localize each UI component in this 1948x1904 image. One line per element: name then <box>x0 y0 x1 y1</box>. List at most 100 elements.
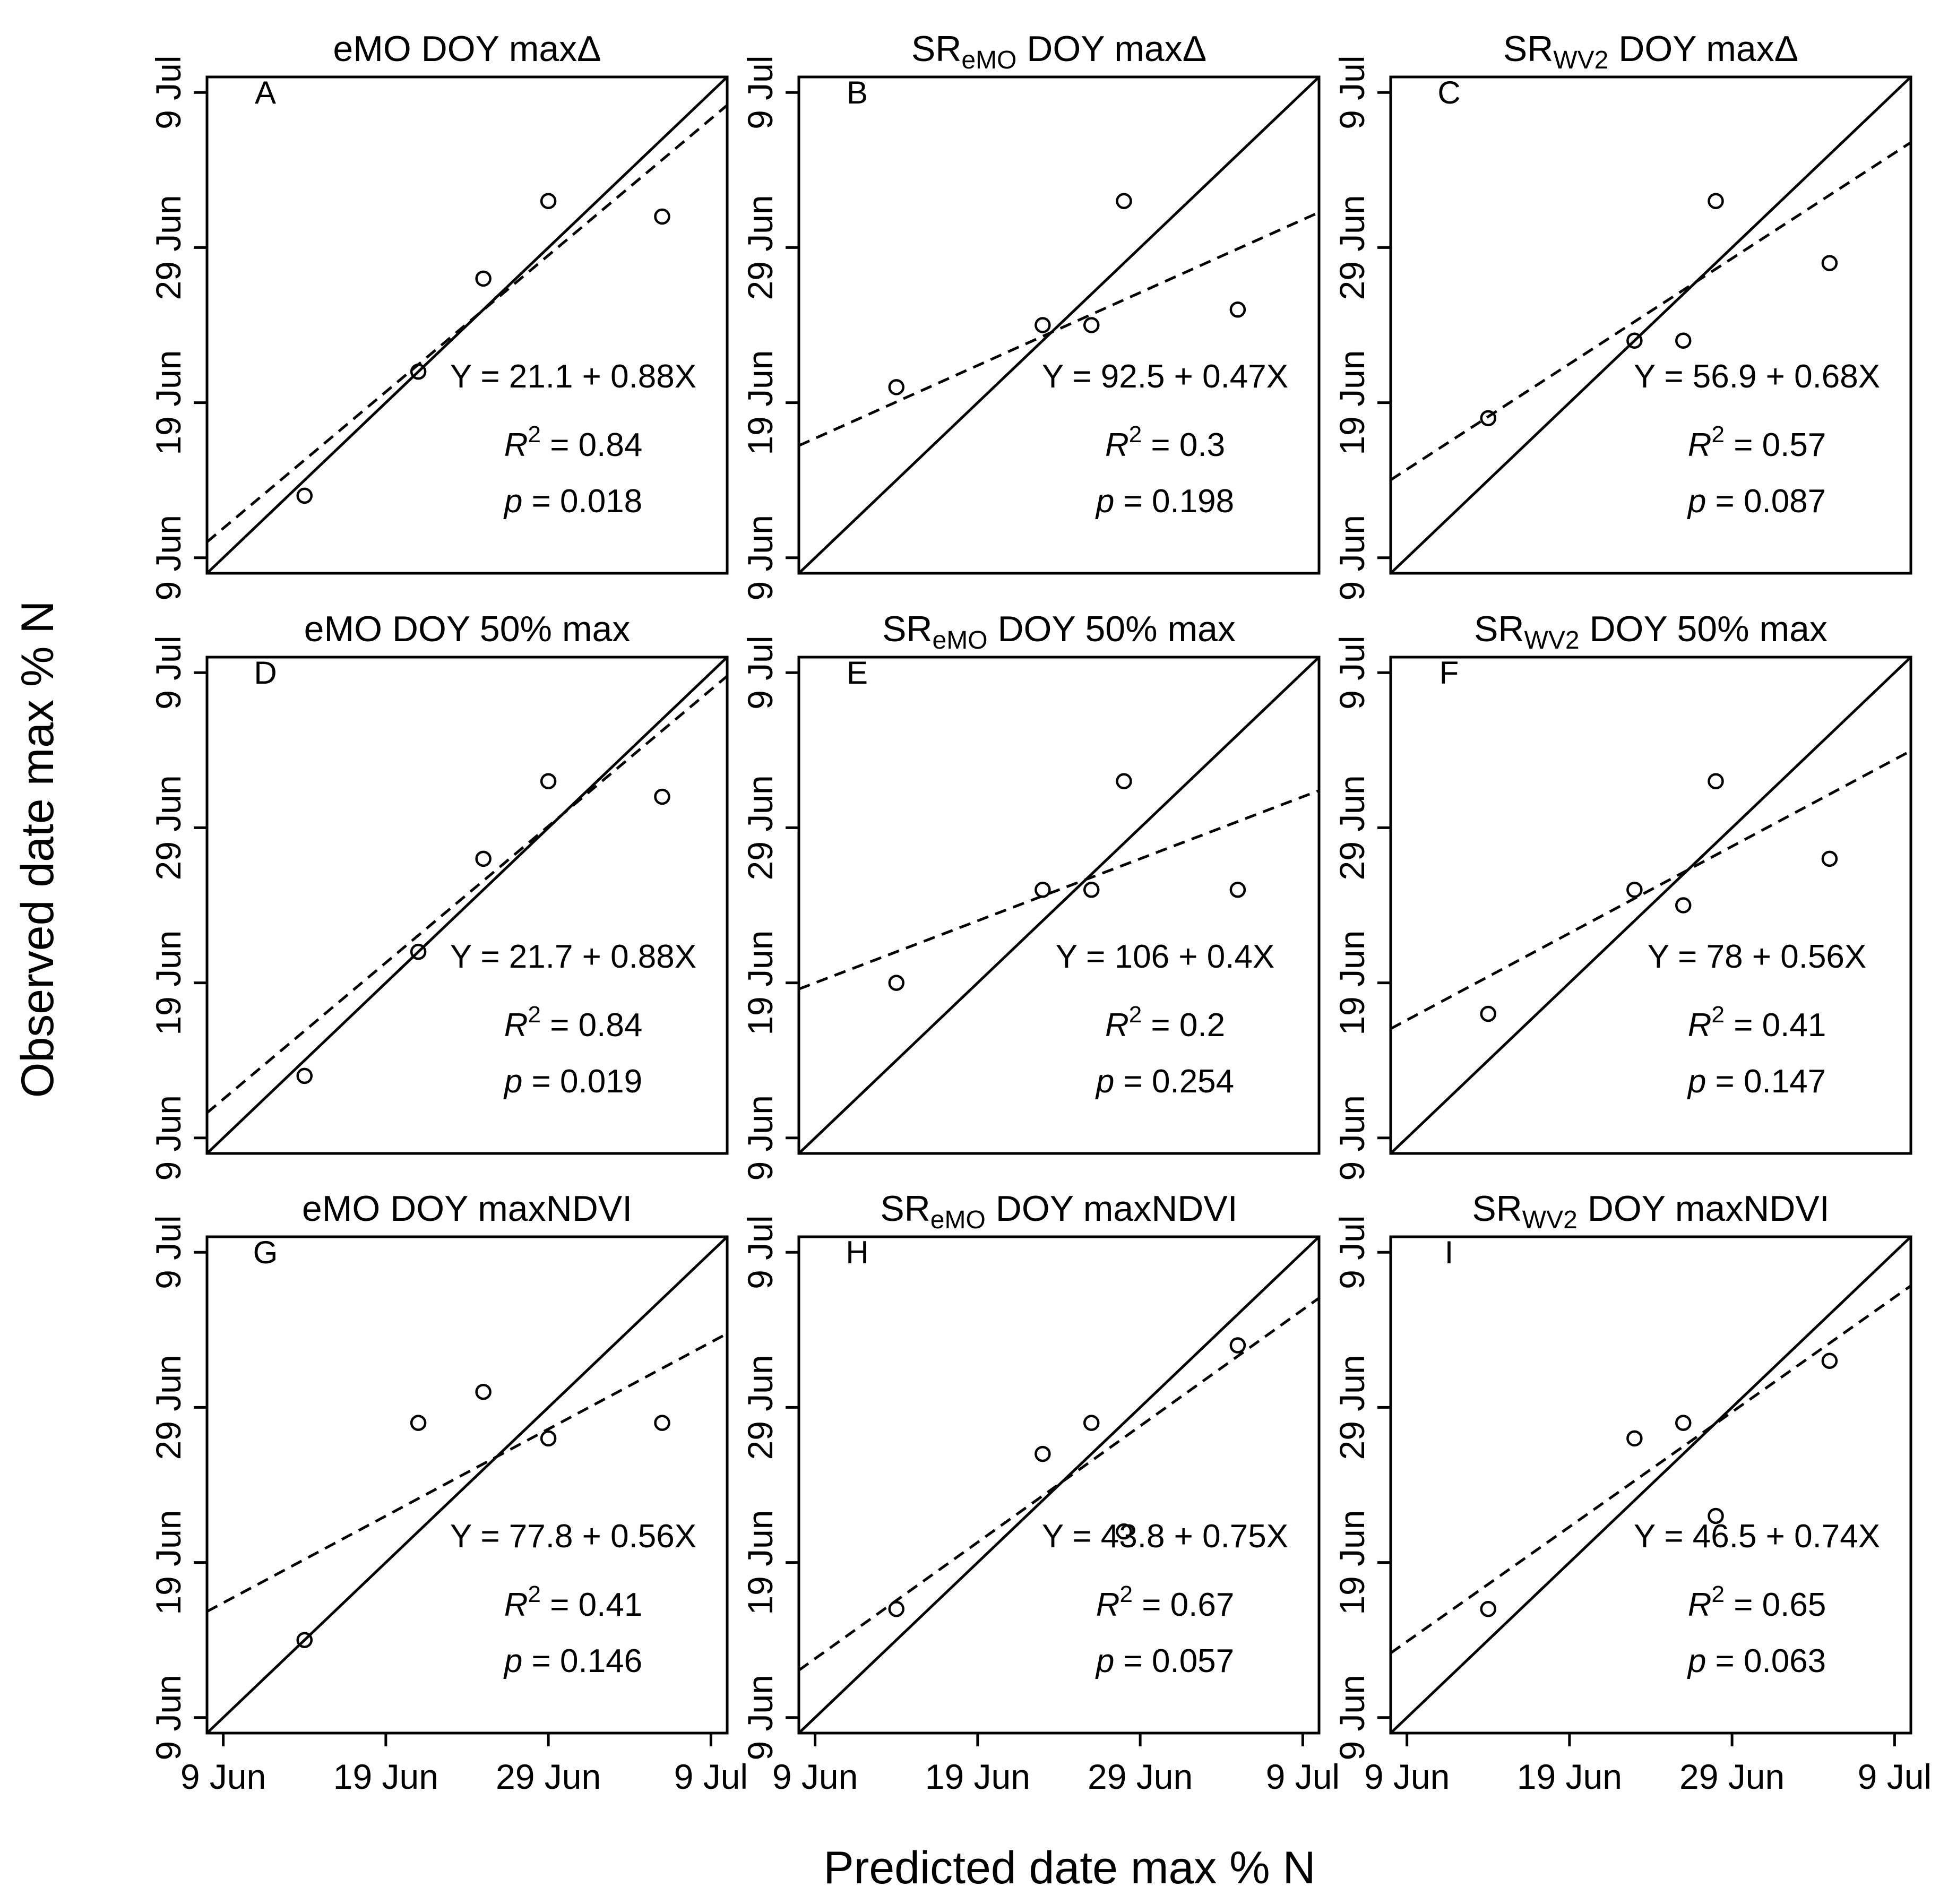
panel-title-rest: DOY maxΔ <box>411 29 601 69</box>
r-squared: R2 = 0.41 <box>1688 1002 1826 1044</box>
panel-title-rest: DOY maxNDVI <box>1578 1188 1830 1229</box>
r-squared-exponent: 2 <box>1129 421 1142 447</box>
p-value: p = 0.147 <box>1687 1063 1826 1100</box>
regression-line <box>798 1297 1320 1672</box>
panel-title-rest: DOY maxNDVI <box>380 1188 632 1229</box>
y-tick-label: 19 Jun <box>1332 1510 1372 1615</box>
panel-letter: D <box>254 655 277 691</box>
regression-line <box>1390 141 1912 481</box>
data-point <box>296 487 313 504</box>
y-tick-label: 9 Jul <box>149 56 188 130</box>
y-tick-label: 19 Jun <box>1332 350 1372 455</box>
regression-equation: Y = 106 + 0.4X <box>1056 938 1275 975</box>
panel-title: SReMO DOY 50% max <box>882 609 1236 654</box>
identity-line <box>798 1236 1320 1734</box>
data-point <box>1035 1445 1051 1462</box>
panel-title: SRWV2 DOY maxΔ <box>1503 29 1798 74</box>
panel-title-main: SR <box>880 1188 930 1229</box>
x-tick-label: 9 Jun <box>1364 1757 1450 1796</box>
data-point <box>1116 773 1132 789</box>
x-tick-label: 19 Jun <box>925 1757 1030 1796</box>
r-squared-exponent: 2 <box>528 1002 540 1028</box>
data-point <box>1821 255 1838 271</box>
panel-title-main: SR <box>1474 609 1524 649</box>
p-value: p = 0.063 <box>1687 1643 1826 1679</box>
y-tick-label: 9 Jun <box>1332 515 1372 600</box>
regression-line <box>798 789 1320 990</box>
panel-e: SReMO DOY 50% max E 9 Jun 19 Jun 29 Jun 9 Jul… <box>740 609 1321 1181</box>
r-squared-exponent: 2 <box>528 421 540 447</box>
panel-title-subscript: WV2 <box>1524 626 1580 654</box>
y-tick-label: 9 Jun <box>149 1095 188 1181</box>
data-point <box>1626 882 1643 898</box>
data-point <box>475 1383 492 1400</box>
panel-title-main: eMO <box>304 609 382 649</box>
panel-b: SReMO DOY maxΔ B 9 Jun 19 Jun 29 Jun 9 Jul Y =… <box>740 29 1321 601</box>
regression-equation: Y = 77.8 + 0.56X <box>450 1518 696 1555</box>
panel-d: eMO DOY 50% max D 9 Jun 19 Jun 29 Jun 9 Jul Y … <box>149 609 729 1181</box>
y-tick-label: 9 Jul <box>1332 636 1372 710</box>
panel-title-rest: DOY maxΔ <box>1016 29 1206 69</box>
panel-title: SRWV2 DOY maxNDVI <box>1472 1188 1829 1234</box>
regression-equation: Y = 46.5 + 0.74X <box>1634 1518 1880 1555</box>
r-squared-symbol: R <box>1096 1587 1120 1623</box>
y-tick-label: 9 Jul <box>1332 1216 1372 1289</box>
data-point <box>1035 317 1051 333</box>
y-tick-label: 9 Jun <box>1332 1675 1372 1760</box>
p-value-number: = 0.018 <box>522 483 642 520</box>
y-tick-label: 9 Jul <box>149 636 188 710</box>
y-tick-label: 29 Jun <box>740 775 780 880</box>
data-point <box>410 1415 427 1431</box>
data-point <box>888 379 904 395</box>
y-tick-label: 9 Jun <box>740 515 780 600</box>
regression-equation: Y = 21.7 + 0.88X <box>450 938 696 975</box>
p-value: p = 0.018 <box>503 483 642 520</box>
panel-letter: A <box>255 75 276 110</box>
r-squared-exponent: 2 <box>1711 1002 1724 1028</box>
data-point <box>540 773 557 789</box>
panel-title-rest: DOY maxNDVI <box>986 1188 1238 1229</box>
r-squared-value: = 0.84 <box>541 427 642 463</box>
y-tick-label: 29 Jun <box>149 1355 188 1460</box>
panel-letter: H <box>846 1235 868 1270</box>
r-squared: R2 = 0.57 <box>1688 421 1826 463</box>
p-value-symbol: p <box>503 483 522 520</box>
panel-title-rest: DOY 50% max <box>1580 609 1828 649</box>
r-squared: R2 = 0.65 <box>1688 1581 1826 1623</box>
identity-line <box>206 1236 728 1734</box>
data-point <box>1229 882 1246 898</box>
panel-title: eMO DOY maxΔ <box>333 29 601 69</box>
panel-letter: C <box>1437 75 1460 110</box>
data-point <box>1626 332 1643 349</box>
data-point <box>1708 193 1724 209</box>
r-squared-exponent: 2 <box>1711 421 1724 447</box>
r-squared-value: = 0.65 <box>1725 1587 1826 1623</box>
data-point <box>1116 1523 1132 1540</box>
r-squared: R2 = 0.67 <box>1096 1581 1235 1623</box>
y-tick-label: 29 Jun <box>149 195 188 300</box>
x-tick-label: 29 Jun <box>1679 1757 1785 1796</box>
p-value-symbol: p <box>1095 1643 1114 1679</box>
p-value: p = 0.087 <box>1687 483 1826 520</box>
x-tick-label: 29 Jun <box>1088 1757 1193 1796</box>
p-value: p = 0.146 <box>503 1643 642 1679</box>
r-squared-symbol: R <box>1688 427 1712 463</box>
r-squared-symbol: R <box>1688 1587 1712 1623</box>
r-squared-symbol: R <box>504 427 528 463</box>
regression-line <box>798 211 1320 447</box>
regression-line <box>1390 749 1912 1030</box>
y-tick-label: 9 Jun <box>740 1675 780 1760</box>
y-tick-label: 9 Jul <box>740 1216 780 1289</box>
identity-line <box>206 76 728 574</box>
r-squared: R2 = 0.84 <box>504 1002 643 1044</box>
data-point <box>296 1632 313 1648</box>
data-point <box>888 975 904 991</box>
p-value-symbol: p <box>1687 1643 1706 1679</box>
p-value-symbol: p <box>503 1063 522 1100</box>
p-value-number: = 0.087 <box>1706 483 1826 520</box>
identity-line <box>1390 656 1912 1155</box>
panel-frame <box>797 656 1321 1155</box>
y-tick-label: 29 Jun <box>1332 195 1372 300</box>
